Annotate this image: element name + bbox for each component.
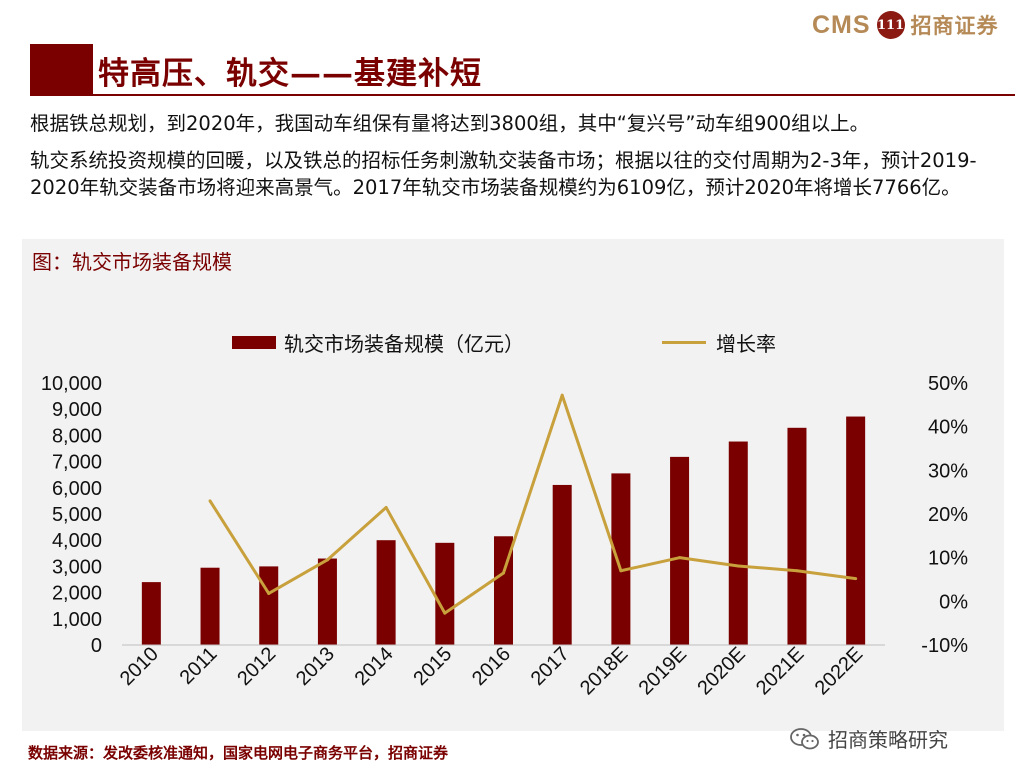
- x-tick-label: 2016: [468, 643, 515, 690]
- bar: [200, 567, 220, 645]
- x-tick-label: 2020E: [693, 643, 749, 699]
- x-tick-label: 2017: [527, 643, 574, 690]
- x-tick-label: 2022E: [811, 643, 867, 699]
- logo-company-name: 招商证券: [910, 13, 999, 38]
- page-title: 特高压、轨交——基建补短: [98, 56, 482, 92]
- wechat-account-name: 招商策略研究: [828, 728, 948, 752]
- y-right-tick-label: 10%: [928, 548, 968, 570]
- growth-rate-point: [502, 571, 505, 575]
- logo-emblem: 111: [876, 11, 905, 39]
- growth-rate-point: [736, 564, 740, 568]
- legend-bar-swatch: [232, 336, 276, 349]
- legend-line-label: 增长率: [716, 332, 776, 356]
- x-tick-label: 2014: [351, 643, 398, 690]
- bar: [552, 484, 572, 645]
- growth-rate-point: [795, 569, 799, 573]
- y-left-tick-label: 10,000: [41, 373, 102, 395]
- bar: [259, 566, 279, 645]
- legend-line-swatch: [662, 341, 706, 344]
- x-tick-label: 2010: [116, 643, 163, 690]
- x-tick-label: 2011: [176, 643, 222, 689]
- y-left-tick-label: 0: [91, 635, 102, 657]
- logo-cms-text: CMS: [812, 10, 871, 39]
- wechat-icon: [790, 727, 820, 751]
- bar: [317, 558, 337, 645]
- bar: [611, 473, 631, 645]
- growth-rate-point: [384, 505, 388, 509]
- bar: [846, 416, 866, 645]
- paragraph-1: 根据铁总规划，到2020年，我国动车组保有量将达到3800组，其中“复兴号”动车…: [30, 112, 870, 135]
- y-left-tick-label: 8,000: [52, 425, 102, 447]
- x-tick-label: 2018E: [576, 643, 632, 699]
- y-left-tick-label: 4,000: [52, 530, 102, 552]
- title-accent-block: [30, 44, 93, 94]
- y-left-tick-label: 6,000: [52, 478, 102, 500]
- y-left-tick-label: 3,000: [52, 556, 102, 578]
- bar: [494, 536, 513, 645]
- y-left-tick-label: 7,000: [52, 452, 102, 474]
- growth-rate-point: [619, 569, 623, 573]
- y-right-tick-label: 20%: [928, 504, 968, 526]
- y-left-tick-label: 9,000: [52, 399, 102, 421]
- title-divider: [30, 94, 1015, 96]
- figure-title: 图：轨交市场装备规模: [32, 250, 232, 274]
- x-tick-label: 2019E: [635, 643, 691, 699]
- x-tick-label: 2021E: [752, 643, 808, 699]
- y-right-tick-label: 0%: [939, 591, 968, 613]
- x-tick-label: 2013: [292, 643, 339, 690]
- y-right-tick-label: 30%: [928, 460, 968, 482]
- chart-panel: [22, 239, 1004, 731]
- legend-item-bar: 轨交市场装备规模（亿元）: [232, 328, 524, 357]
- growth-rate-point: [267, 591, 271, 595]
- growth-rate-point: [325, 558, 329, 562]
- bar: [670, 456, 690, 645]
- growth-rate-point: [854, 577, 858, 581]
- growth-rate-point: [443, 611, 447, 615]
- y-left-tick-label: 5,000: [52, 504, 102, 526]
- y-left-tick-label: 1,000: [52, 609, 102, 631]
- bar: [141, 582, 161, 645]
- data-source-note: 数据来源：发改委核准通知，国家电网电子商务平台，招商证券: [28, 744, 449, 762]
- y-right-tick-label: -10%: [921, 635, 968, 657]
- growth-rate-line: [208, 393, 856, 615]
- bar: [787, 427, 807, 645]
- growth-rate-point: [208, 499, 212, 503]
- legend-item-line: 增长率: [662, 328, 776, 357]
- growth-rate-point: [560, 393, 564, 397]
- growth-rate-point: [678, 556, 682, 560]
- x-tick-label: 2012: [233, 643, 280, 690]
- paragraph-2: 轨交系统投资规模的回暖，以及铁总的招标任务刺激轨交装备市场；根据以往的交付周期为…: [30, 149, 977, 199]
- bar: [376, 540, 396, 645]
- y-right-tick-label: 40%: [928, 417, 968, 439]
- legend-bar-label: 轨交市场装备规模（亿元）: [284, 332, 524, 356]
- wechat-watermark: 招商策略研究: [790, 724, 948, 753]
- y-right-tick-label: 50%: [928, 373, 968, 395]
- brand-logo: CMS 111 招商证券: [812, 8, 999, 42]
- bar: [435, 542, 455, 645]
- y-left-tick-label: 2,000: [52, 583, 102, 605]
- x-tick-label: 2015: [409, 643, 456, 690]
- bar: [728, 441, 748, 645]
